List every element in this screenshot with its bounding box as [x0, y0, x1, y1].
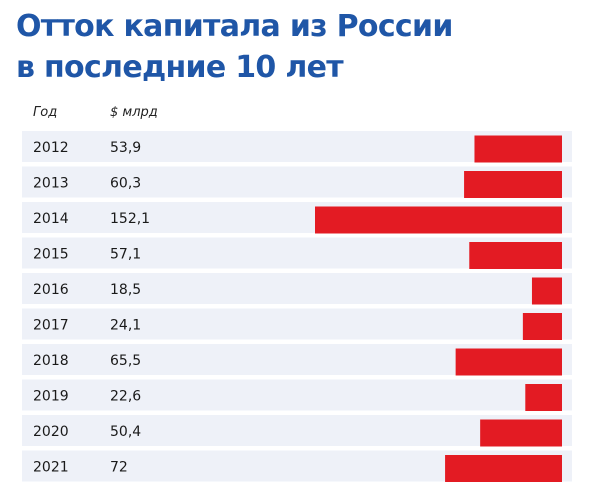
chart-title-line-1: Отток капитала из России [16, 9, 453, 44]
table-row [22, 273, 572, 304]
year-label: 2013 [33, 176, 69, 192]
year-label: 2020 [33, 424, 69, 440]
table-row [22, 308, 572, 340]
year-label: 2012 [33, 140, 69, 156]
bar [525, 384, 562, 411]
column-header-year: Год [33, 105, 58, 120]
year-label: 2014 [33, 211, 69, 227]
value-label: 53,9 [110, 140, 141, 156]
bar [474, 135, 562, 163]
value-label: 22,6 [110, 389, 141, 405]
value-label: 60,3 [110, 176, 141, 192]
value-label: 72 [110, 460, 128, 476]
column-header-value: $ млрд [110, 105, 158, 120]
bar [469, 242, 562, 269]
value-label: 152,1 [110, 211, 150, 227]
chart-title: Отток капитала из России в последние 10 … [16, 6, 453, 88]
year-label: 2019 [33, 389, 69, 405]
value-label: 24,1 [110, 318, 141, 334]
value-label: 57,1 [110, 247, 141, 263]
year-label: 2018 [33, 353, 69, 369]
bar [522, 313, 562, 340]
bar [464, 171, 562, 198]
chart-title-line-2: в последние 10 лет [16, 50, 344, 85]
year-label: 2017 [33, 318, 69, 334]
value-label: 50,4 [110, 424, 141, 440]
bar [455, 348, 562, 376]
value-label: 18,5 [110, 282, 141, 298]
bar [315, 206, 562, 234]
bar [480, 419, 562, 447]
year-label: 2015 [33, 247, 69, 263]
table-row [22, 379, 572, 411]
bar [531, 277, 562, 305]
year-label: 2021 [33, 460, 69, 476]
year-label: 2016 [33, 282, 69, 298]
value-label: 65,5 [110, 353, 141, 369]
bar [445, 455, 562, 482]
